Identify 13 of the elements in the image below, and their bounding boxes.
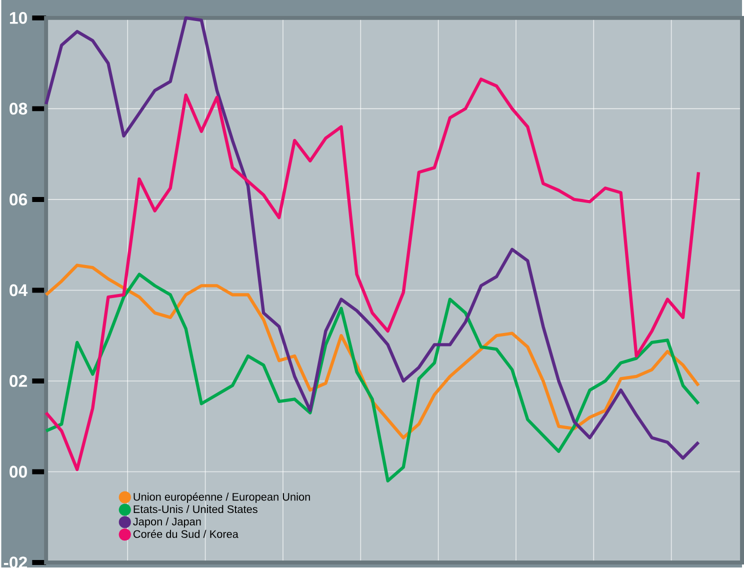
line-series xyxy=(44,16,700,460)
y-tick-label: 02 xyxy=(10,374,27,387)
line-series xyxy=(44,272,700,482)
legend-label: Etats-Unis / United States xyxy=(134,504,258,513)
y-tick-label: 10 xyxy=(10,12,27,24)
line-series xyxy=(44,77,700,471)
y-tick-label: 04 xyxy=(10,284,28,296)
y-tick-label: 06 xyxy=(10,193,28,206)
legend-label: Union européenne / European Union xyxy=(134,492,310,503)
y-tick-label: 08 xyxy=(10,102,28,115)
legend-label: Corée du Sud / Korea xyxy=(133,530,238,538)
y-tick-label: 00 xyxy=(10,466,27,478)
legend-label: Japon / Japan xyxy=(133,517,201,528)
